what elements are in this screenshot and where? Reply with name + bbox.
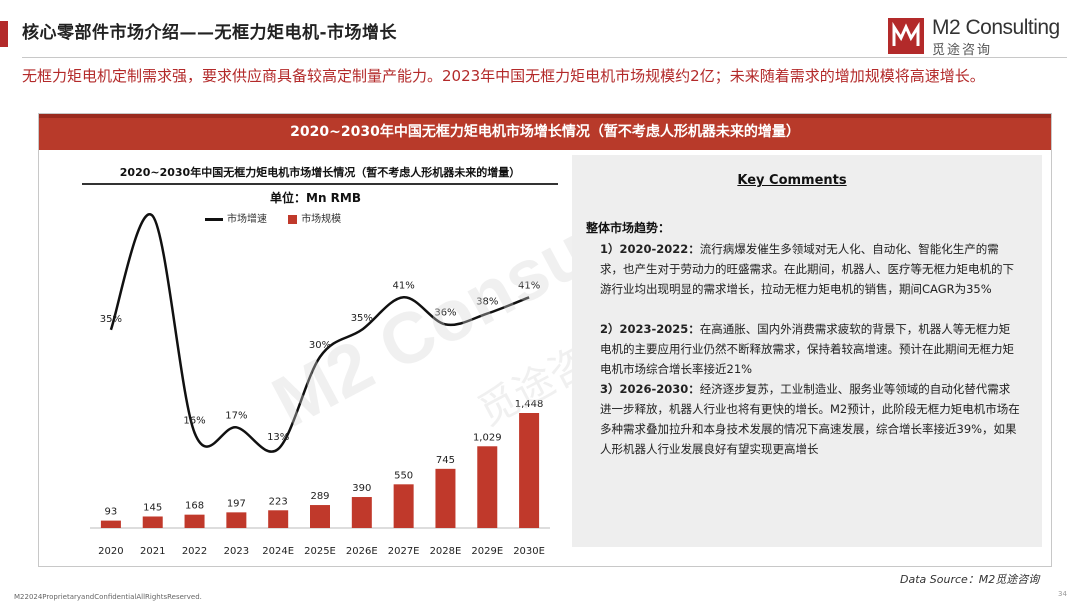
bar-label-2027E: 550 (394, 470, 413, 481)
legend-bar-swatch (288, 214, 298, 224)
bar-label-2028E: 745 (436, 455, 455, 466)
bar-2027E (393, 484, 414, 528)
legend-label-size: 市场规模 (301, 214, 342, 225)
bar-2026E (351, 497, 372, 528)
company-logo: M2 Consulting 觅途咨询 (888, 14, 1068, 58)
x-tick-2027E: 2027E (388, 546, 420, 557)
x-tick-2022: 2022 (182, 546, 207, 557)
logo-name: M2 Consulting (932, 16, 1060, 39)
x-tick-2020: 2020 (98, 546, 123, 557)
x-tick-2021: 2021 (140, 546, 165, 557)
x-tick-2025E: 2025E (304, 546, 336, 557)
x-tick-2024E: 2024E (262, 546, 294, 557)
bar-label-2030E: 1,448 (515, 399, 544, 410)
x-tick-2023: 2023 (224, 546, 249, 557)
title-divider (22, 57, 1067, 58)
market-chart: 93 2020 145 2021 168 2022 197 2023 223 2024E 289 20… (90, 212, 550, 557)
chart-legend: 市场增速 市场规模 (205, 210, 359, 225)
growth-label-2020: 35% (100, 314, 122, 325)
bar-2030E (519, 413, 540, 528)
growth-label-2028E: 36% (434, 307, 456, 318)
growth-label-2027E: 41% (393, 280, 415, 291)
legend-item-growth: 市场增速 (205, 210, 267, 225)
bar-label-2020: 93 (105, 507, 118, 518)
logo-subtitle: 觅途咨询 (932, 43, 993, 58)
legend-label-growth: 市场增速 (227, 214, 267, 225)
panel-header: 2020~2030年中国无框力矩电机市场增长情况（暂不考虑人形机器未来的增量） (39, 114, 1051, 150)
comment-period-2: 2）2023-2025： (600, 322, 700, 336)
legend-line-swatch (205, 217, 223, 221)
page-title: 核心零部件市场介绍——无框力矩电机-市场增长 (22, 23, 398, 43)
bar-label-2029E: 1,029 (473, 432, 502, 443)
bar-2023 (226, 512, 247, 528)
comment-item-2: 2）2023-2025：在高通胀、国内外消费需求疲软的背景下，机器人等无框力矩电… (600, 319, 1020, 379)
footer-copyright: M22024ProprietaryandConfidentialAllRight… (14, 593, 202, 601)
chart-title: 2020~2030年中国无框力矩电机市场增长情况（暂不考虑人形机器未来的增量） (82, 164, 558, 185)
key-comments-title: Key Comments (737, 173, 847, 188)
growth-label-2026E: 35% (351, 313, 373, 324)
comment-text-2: 在高通胀、国内外消费需求疲软的背景下，机器人等无框力矩电机的主要应用行业仍然不断… (600, 322, 1014, 376)
growth-label-2022: 16% (183, 416, 205, 427)
x-tick-2030E: 2030E (513, 546, 545, 557)
trend-title: 整体市场趋势： (586, 221, 671, 235)
comment-item-1: 1）2020-2022：流行病爆发催生多领域对无人化、自动化、智能化生产的需求，… (600, 239, 1020, 299)
bar-2021 (142, 516, 163, 528)
bar-label-2022: 168 (185, 501, 204, 512)
bar-2025E (310, 505, 330, 528)
bar-label-2024E: 223 (269, 496, 288, 507)
comment-period-3: 3）2026-2030： (600, 382, 700, 396)
bar-label-2021: 145 (143, 502, 162, 513)
bar-2022 (184, 514, 205, 528)
growth-label-2023: 17% (225, 410, 247, 421)
data-source: Data Source：M2觅途咨询 (900, 573, 1040, 586)
comment-text-1: 流行病爆发催生多领域对无人化、自动化、智能化生产的需求，也产生对于劳动力的旺盛需… (600, 242, 1014, 296)
comment-item-3: 3）2026-2030：经济逐步复苏，工业制造业、服务业等领域的自动化替代需求进… (600, 379, 1020, 459)
growth-line (109, 212, 530, 453)
bar-2020 (100, 520, 121, 528)
legend-item-size: 市场规模 (288, 210, 341, 225)
bar-2029E (477, 446, 498, 528)
growth-label-2025E: 30% (309, 340, 331, 351)
page-number: 34 (1058, 590, 1067, 598)
growth-label-2030E: 41% (518, 280, 540, 291)
chart-unit: 单位：Mn RMB (270, 191, 361, 205)
x-tick-2026E: 2026E (346, 546, 378, 557)
comment-period-1: 1）2020-2022： (600, 242, 700, 256)
m2-logo-icon (888, 18, 924, 54)
bar-label-2026E: 390 (352, 483, 371, 494)
bar-2024E (268, 510, 289, 528)
key-comments-box: Key Comments 整体市场趋势： 1）2020-2022：流行病爆发催生… (572, 155, 1042, 547)
growth-label-2024E: 13% (267, 432, 289, 443)
comment-text-3: 经济逐步复苏，工业制造业、服务业等领域的自动化替代需求进一步释放，机器人行业也将… (600, 382, 1020, 456)
bar-label-2023: 197 (227, 498, 246, 509)
bar-label-2025E: 289 (310, 491, 329, 502)
intro-text: 无框力矩电机定制需求强，要求供应商具备较高定制量产能力。2023年中国无框力矩电… (22, 67, 985, 85)
bar-2028E (435, 468, 456, 528)
x-tick-2028E: 2028E (430, 546, 462, 557)
growth-label-2029E: 38% (476, 297, 498, 308)
x-tick-2029E: 2029E (471, 546, 503, 557)
title-accent-bar (0, 21, 8, 47)
